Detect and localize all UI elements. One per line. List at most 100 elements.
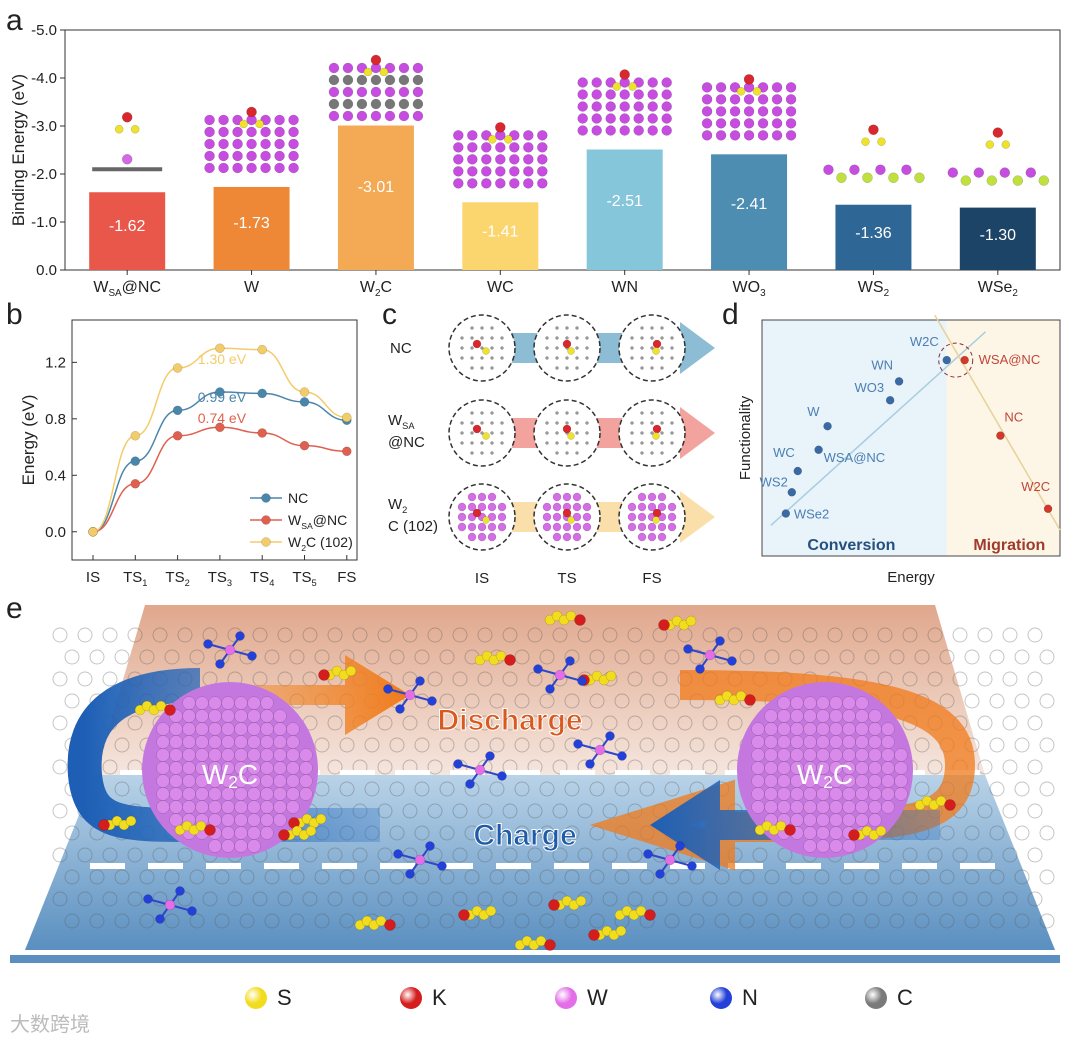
lattice-atom bbox=[572, 532, 582, 542]
particle-atom bbox=[221, 839, 235, 853]
structure-atom bbox=[888, 172, 899, 183]
structure-atom bbox=[370, 110, 382, 122]
structure-atom bbox=[914, 172, 925, 183]
structure-atom bbox=[619, 113, 630, 124]
x-axis-label: Energy bbox=[887, 569, 935, 586]
s-atom bbox=[345, 665, 357, 677]
particle-atom bbox=[881, 800, 895, 814]
graphene-ring bbox=[602, 759, 618, 775]
lattice-atom bbox=[647, 502, 657, 512]
lattice-atom bbox=[667, 522, 677, 532]
structure-atom bbox=[412, 62, 424, 74]
conversion-point bbox=[781, 509, 791, 518]
graphene-ring bbox=[639, 649, 655, 665]
graphene-ring bbox=[839, 913, 855, 929]
graphene-ring bbox=[502, 891, 518, 907]
structure-atom bbox=[328, 74, 340, 86]
y-axis-label: Energy (eV) bbox=[19, 395, 38, 486]
lattice-atom bbox=[630, 421, 634, 425]
y-tick-label: -3.0 bbox=[31, 118, 57, 135]
graphene-ring bbox=[289, 869, 305, 885]
particle-atom bbox=[221, 696, 235, 710]
graphene-ring bbox=[339, 869, 355, 885]
data-point bbox=[299, 440, 310, 451]
particle-atom bbox=[790, 696, 804, 710]
graphene-ring bbox=[439, 869, 455, 885]
graphene-ring bbox=[564, 825, 580, 841]
plot-frame bbox=[71, 319, 358, 561]
particle-atom bbox=[299, 774, 313, 788]
graphene-ring bbox=[327, 891, 343, 907]
lattice-atom bbox=[545, 421, 549, 425]
graphene-ring bbox=[1039, 693, 1055, 709]
graphene-ring bbox=[914, 649, 930, 665]
structure-atom bbox=[342, 74, 354, 86]
graphene-ring bbox=[177, 891, 193, 907]
graphene-ring bbox=[977, 891, 993, 907]
lattice-atom bbox=[470, 346, 474, 350]
bar bbox=[89, 192, 166, 270]
particle-atom bbox=[790, 800, 804, 814]
particle-atom bbox=[234, 800, 248, 814]
lattice-atom bbox=[480, 451, 484, 455]
w-atom bbox=[594, 744, 606, 756]
bar-value-label: -2.41 bbox=[731, 196, 768, 213]
column-label: TS bbox=[557, 570, 576, 587]
n-atom bbox=[187, 906, 197, 916]
lattice-atom bbox=[480, 411, 484, 415]
lattice-atom bbox=[542, 502, 552, 512]
particle-atom bbox=[751, 735, 765, 749]
x-tick-label: W bbox=[244, 279, 260, 296]
lattice-atom bbox=[630, 441, 634, 445]
s-atom bbox=[736, 87, 746, 96]
graphene-ring bbox=[1027, 627, 1043, 643]
lattice-atom bbox=[497, 502, 507, 512]
particle-atom bbox=[221, 800, 235, 814]
particle-atom bbox=[247, 800, 261, 814]
graphene-ring bbox=[489, 869, 505, 885]
graphene-ring bbox=[927, 627, 943, 643]
region-label-migration: Migration bbox=[973, 537, 1045, 554]
graphene-ring bbox=[764, 913, 780, 929]
n-atom bbox=[383, 684, 393, 694]
lattice-atom bbox=[500, 356, 504, 360]
particle-atom bbox=[208, 722, 222, 736]
graphene-ring bbox=[777, 627, 793, 643]
graphene-ring bbox=[264, 913, 280, 929]
lattice-atom bbox=[650, 366, 654, 370]
s-atom bbox=[628, 82, 637, 91]
graphene-ring bbox=[464, 825, 480, 841]
lattice-atom bbox=[640, 421, 644, 425]
graphene-ring bbox=[814, 913, 830, 929]
lattice-atom bbox=[575, 336, 579, 340]
particle-atom bbox=[842, 735, 856, 749]
graphene-ring bbox=[377, 891, 393, 907]
k-atom bbox=[784, 824, 796, 836]
graphene-ring bbox=[739, 913, 755, 929]
graphene-ring bbox=[614, 869, 630, 885]
particle-atom bbox=[195, 696, 209, 710]
particle-atom bbox=[169, 813, 183, 827]
n-atom bbox=[395, 704, 405, 714]
structure-atom bbox=[591, 101, 602, 112]
divider-dash bbox=[554, 863, 589, 869]
n-atom bbox=[715, 636, 725, 646]
graphene-ring bbox=[927, 759, 943, 775]
lattice-atom bbox=[660, 411, 664, 415]
lattice-atom bbox=[670, 356, 674, 360]
structure-atom bbox=[509, 154, 520, 165]
graphene-ring bbox=[602, 627, 618, 643]
divider-dash bbox=[206, 863, 241, 869]
graphene-ring bbox=[702, 715, 718, 731]
structure-atom bbox=[947, 167, 959, 178]
legend-label: W bbox=[587, 985, 608, 1010]
particle-atom bbox=[868, 787, 882, 801]
graphene-ring bbox=[752, 847, 768, 863]
legend-marker bbox=[261, 493, 271, 503]
n-atom bbox=[683, 644, 693, 654]
graphene-ring bbox=[102, 627, 118, 643]
structure-atom bbox=[467, 178, 478, 189]
particle-atom bbox=[156, 774, 170, 788]
graphene-ring bbox=[852, 891, 868, 907]
x-tick-label: WSA@NC bbox=[93, 279, 161, 299]
